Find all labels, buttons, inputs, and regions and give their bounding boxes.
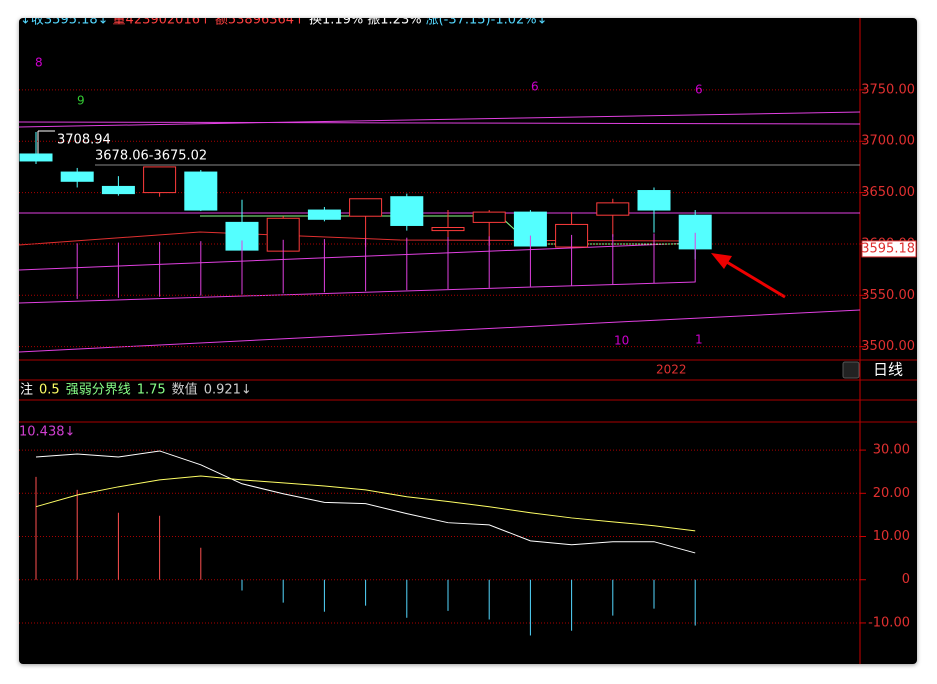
y-tick-label: 0 bbox=[902, 572, 910, 587]
y-tick-label: 10.00 bbox=[873, 529, 910, 544]
annotation: 10 bbox=[614, 334, 629, 348]
y-tick-label: -10.00 bbox=[868, 615, 910, 630]
y-tick-label: 3650.00 bbox=[861, 185, 915, 200]
channel-line bbox=[19, 121, 861, 125]
price-tag bbox=[861, 240, 917, 258]
ma-line bbox=[19, 231, 696, 246]
header-text: 换1.19% bbox=[309, 13, 363, 28]
candle-body bbox=[19, 153, 53, 162]
candle-body bbox=[60, 171, 94, 182]
header-text: 额53896364↑ bbox=[215, 13, 305, 28]
arrow bbox=[719, 256, 786, 299]
legend-text: 1.75 bbox=[137, 383, 166, 398]
header-text: ↓收3595.18↓ bbox=[20, 13, 109, 28]
y-tick-label: 30.00 bbox=[873, 443, 910, 458]
value-text: 10.438↓ bbox=[19, 425, 75, 440]
candle-body bbox=[184, 171, 218, 211]
header-text: 涨(-37.15)-1.02%↓ bbox=[426, 13, 548, 28]
y-tick-label: 3700.00 bbox=[861, 134, 915, 149]
price-tag-label: 3595.18 bbox=[861, 241, 915, 256]
y-tick-label: 3550.00 bbox=[861, 288, 915, 303]
channel-line bbox=[19, 309, 861, 353]
header-text: 振1.23% bbox=[367, 13, 421, 28]
annotation: 8 bbox=[35, 56, 43, 70]
y-tick-label: 20.00 bbox=[873, 486, 910, 501]
panel bbox=[19, 18, 917, 664]
arrow-head bbox=[711, 253, 732, 269]
line-series bbox=[35, 450, 696, 554]
legend-text: 0.921↓ bbox=[204, 383, 252, 398]
channel-line bbox=[19, 281, 696, 304]
annotation: 6 bbox=[531, 80, 539, 94]
candle-body bbox=[390, 196, 424, 226]
tab-icon[interactable] bbox=[842, 361, 860, 379]
annotation: 日线 bbox=[873, 361, 903, 379]
annotation: 2022 bbox=[656, 363, 687, 377]
channel-line bbox=[19, 111, 861, 128]
legend-text: 注 bbox=[20, 383, 33, 398]
annotation: 3708.94 bbox=[57, 133, 111, 148]
candle-body bbox=[431, 227, 465, 232]
y-tick-label: 3500.00 bbox=[861, 339, 915, 354]
candle-body bbox=[143, 166, 177, 194]
candle-body bbox=[349, 198, 383, 217]
y-tick-label: 3750.00 bbox=[861, 82, 915, 97]
legend-text: 0.5 bbox=[39, 383, 60, 398]
candle-body bbox=[513, 211, 547, 247]
candle-body bbox=[472, 211, 506, 223]
legend-text: 数值 bbox=[172, 382, 198, 398]
annotation: 1 bbox=[695, 333, 703, 347]
candle-body bbox=[307, 209, 341, 220]
line-series bbox=[35, 475, 696, 532]
candle-body bbox=[637, 190, 671, 211]
legend-text: 强弱分界线 bbox=[66, 383, 131, 398]
candle-body bbox=[596, 202, 630, 216]
header-text: 量423902016↑ bbox=[113, 13, 211, 28]
annotation: 9 bbox=[77, 94, 85, 108]
candle-body bbox=[101, 185, 135, 195]
annotation: 6 bbox=[695, 83, 703, 97]
annotation: 3678.06-3675.02 bbox=[95, 149, 207, 164]
